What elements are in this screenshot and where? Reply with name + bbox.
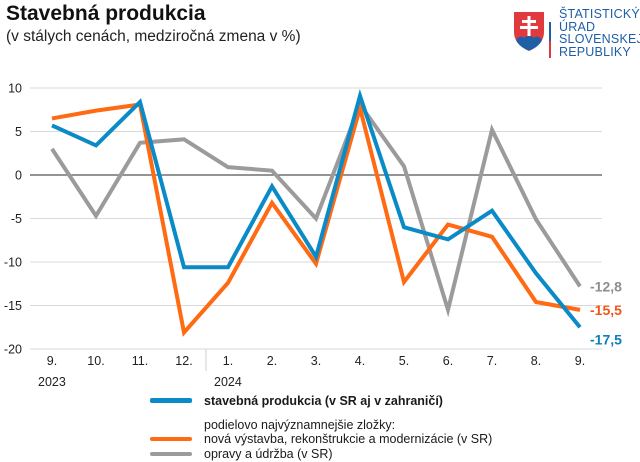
x-tick-label: 3. [311, 354, 321, 368]
y-tick-label: -5 [11, 212, 22, 226]
x-tick-label: 9. [47, 354, 57, 368]
legend-swatch-gray [150, 452, 192, 456]
series-line [50, 100, 582, 318]
x-tick-label: 11. [132, 354, 148, 368]
x-tick-label: 1. [223, 354, 233, 368]
logo-line: ÚRAD [559, 19, 596, 34]
x-tick-label: 7. [487, 354, 497, 368]
end-labels: -17,5 -15,5 -12,8 [590, 278, 622, 347]
legend-label: stavebná produkcia (v SR aj v zahraničí) [204, 394, 443, 408]
year-label: 2023 [38, 375, 66, 389]
logo-divider [549, 10, 551, 58]
y-tick-label: -15 [4, 299, 22, 313]
x-tick-label: 10. [87, 354, 104, 368]
chart-title: Stavebná produkcia [6, 2, 206, 25]
year-label: 2024 [214, 375, 242, 389]
y-tick-label: 5 [15, 125, 22, 139]
line-chart: 10 5 0 -5 -10 -15 -20 9. 10. 11. 12. 1. 2. 3. 4. 5. 6. 7… [4, 82, 622, 390]
legend-subheading-text: podielovo najvýznamnejšie zložky: [204, 418, 396, 432]
logo-line: REPUBLIKY [559, 44, 631, 59]
legend-label: opravy a údržba (v SR) [204, 447, 333, 461]
y-tick-label: 10 [8, 82, 22, 96]
y-tick-label: -20 [4, 343, 22, 357]
y-tick-label: 0 [15, 169, 22, 183]
series-lines [50, 88, 582, 337]
logo-line: ŠTATISTICKÝ [559, 7, 640, 21]
chart-subtitle: (v stálych cenách, medziročná zmena v %) [6, 28, 301, 45]
sur-logo: ŠTATISTICKÝ ÚRAD SLOVENSKEJ REPUBLIKY [512, 8, 640, 60]
x-tick-label: 8. [531, 354, 541, 368]
legend-label: nová výstavba, rekonštrukcie a modernizá… [204, 432, 493, 446]
x-axis-ticks: 9. 10. 11. 12. 1. 2. 3. 4. 5. 6. 7. 8. 9. 2023 2024 [38, 354, 585, 389]
series-line [51, 88, 582, 329]
end-value-label: -15,5 [590, 302, 622, 318]
legend-swatch-blue [150, 398, 192, 403]
legend-swatch-orange [150, 437, 192, 441]
x-tick-label: 9. [575, 354, 585, 368]
end-value-label: -12,8 [590, 278, 622, 294]
y-axis-ticks: 10 5 0 -5 -10 -15 -20 [4, 82, 22, 357]
y-tick-label: -10 [4, 256, 22, 270]
gridlines [30, 87, 602, 371]
end-value-label: -17,5 [590, 331, 622, 347]
coat-of-arms-icon [514, 12, 544, 51]
logo-text: ŠTATISTICKÝ ÚRAD SLOVENSKEJ REPUBLIKY [559, 8, 640, 58]
x-tick-label: 4. [355, 354, 365, 368]
x-tick-label: 5. [399, 354, 409, 368]
x-tick-label: 2. [267, 354, 277, 368]
x-tick-label: 12. [175, 354, 192, 368]
x-tick-label: 6. [443, 354, 453, 368]
logo-line: SLOVENSKEJ [559, 32, 640, 47]
